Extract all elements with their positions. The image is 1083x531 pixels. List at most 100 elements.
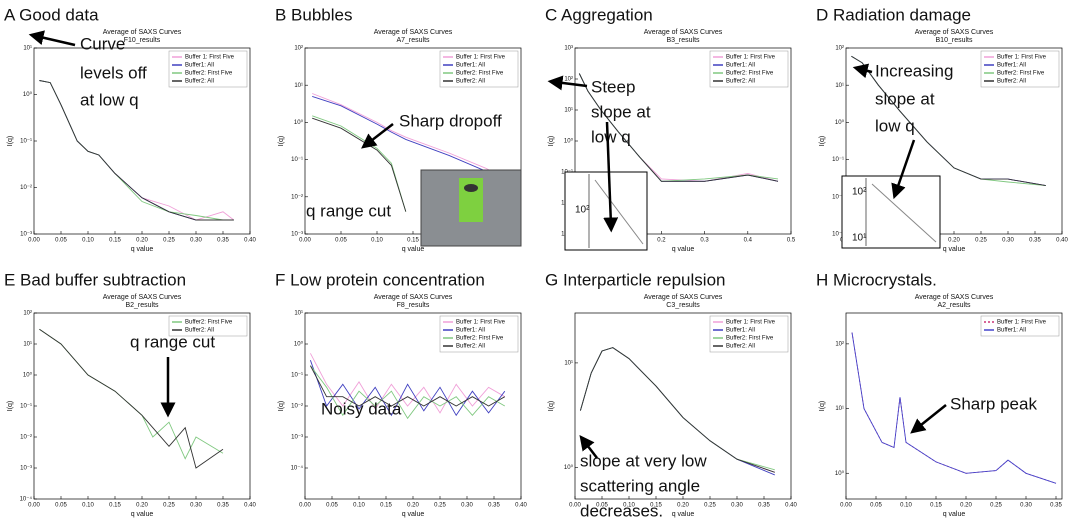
y-tick-label: 10⁰ <box>294 341 304 348</box>
y-tick-label: 10¹ <box>835 406 844 412</box>
plot-frame <box>845 312 1063 500</box>
x-tick-label: 0.40 <box>244 503 256 509</box>
panel-heading: F Low protein concentration <box>275 270 485 289</box>
x-tick-label: 0.10 <box>623 503 635 509</box>
chart-title: Average of SAXS Curves <box>374 29 453 36</box>
x-tick-label: 0.4 <box>744 238 753 244</box>
annotation: Curve <box>80 34 125 53</box>
legend-label: Buffer1: All <box>456 328 485 334</box>
legend-box <box>980 315 1060 337</box>
y-tick-label: 10⁻¹ <box>291 373 303 379</box>
x-tick-label: 0.05 <box>55 238 67 244</box>
x-tick-label: 0.10 <box>371 238 383 244</box>
panel: B Bubbles Average of SAXS CurvesA7_result… <box>275 5 522 253</box>
chart-title: Average of SAXS Curves <box>103 29 182 36</box>
series-line <box>312 93 522 187</box>
legend-label: Buffer2: First Five <box>726 336 774 342</box>
inset-label: 10¹ <box>852 233 867 244</box>
annotation: q range cut <box>130 332 215 351</box>
inset-label: 10² <box>852 187 867 198</box>
y-axis-label: I(q) <box>819 401 826 412</box>
chart-subtitle: B10_results <box>936 37 973 44</box>
annotation: low q <box>591 127 631 146</box>
x-tick-label: 0.25 <box>163 238 175 244</box>
legend-label: Buffer 1: First Five <box>997 55 1047 61</box>
annotation: low q <box>875 116 915 135</box>
series-line <box>39 80 234 221</box>
x-tick-label: 0.15 <box>109 238 121 244</box>
y-tick-label: 10⁰ <box>835 470 845 477</box>
y-tick-label: 10¹ <box>294 83 303 89</box>
legend-label: Buffer2: First Five <box>185 71 233 77</box>
legend-label: Buffer1: All <box>997 63 1026 69</box>
y-tick-label: 10² <box>835 46 844 52</box>
legend-box <box>168 315 248 337</box>
inset-box <box>841 175 941 249</box>
y-tick-label: 10⁻² <box>20 435 32 441</box>
y-axis-label: I(q) <box>7 136 14 147</box>
x-tick-label: 0.10 <box>82 238 94 244</box>
plot-frame <box>33 312 251 500</box>
y-tick-label: 10⁻⁴ <box>20 496 33 503</box>
chart-title: Average of SAXS Curves <box>644 29 723 36</box>
chart-subtitle: F10_results <box>124 37 161 44</box>
arrow <box>910 404 947 434</box>
arrow <box>603 121 619 233</box>
series-line <box>310 365 506 407</box>
y-tick-label: 10¹ <box>23 342 32 348</box>
x-tick-label: 0.10 <box>900 503 912 509</box>
inset-curve <box>871 183 937 243</box>
y-tick-label: 10⁰ <box>23 91 33 98</box>
chart-subtitle: C3_results <box>666 302 700 309</box>
x-tick-label: 0.40 <box>785 503 797 509</box>
legend-label: Buffer1: All <box>185 63 214 69</box>
legend-label: Buffer 1: First Five <box>726 320 776 326</box>
x-tick-label: 0.15 <box>109 503 121 509</box>
x-tick-label: 0.35 <box>217 238 229 244</box>
series-line <box>579 347 775 473</box>
panel: D Radiation damage Average of SAXS Curves… <box>816 5 1068 252</box>
x-axis-label: q value <box>131 246 154 253</box>
legend-label: Buffer2: All <box>456 344 485 350</box>
y-tick-label: 10⁰ <box>23 372 33 379</box>
x-axis-label: q value <box>402 511 425 518</box>
legend-label: Buffer2: First Five <box>456 336 504 342</box>
chart-subtitle: F8_results <box>397 302 430 309</box>
x-tick-label: 0.15 <box>380 503 392 509</box>
x-tick-label: 0.10 <box>353 503 365 509</box>
panel-heading: G Interparticle repulsion <box>545 270 725 289</box>
legend-label: Buffer 1: First Five <box>185 55 235 61</box>
panel-heading: B Bubbles <box>275 5 353 24</box>
y-tick-label: 10⁻¹ <box>20 139 32 145</box>
annotation: scattering angle <box>580 476 700 495</box>
chart-title: Average of SAXS Curves <box>374 294 453 301</box>
legend-label: Buffer1: All <box>997 328 1026 334</box>
chart-title: Average of SAXS Curves <box>103 294 182 301</box>
legend-label: Buffer1: All <box>726 63 755 69</box>
x-tick-label: 0.15 <box>650 503 662 509</box>
x-axis-label: q value <box>672 511 695 518</box>
y-tick-label: 10¹ <box>564 360 573 366</box>
x-tick-label: 0.25 <box>434 503 446 509</box>
inset-curve <box>594 179 644 245</box>
y-axis-label: I(q) <box>819 136 826 147</box>
legend-label: Buffer 1: First Five <box>997 320 1047 326</box>
y-axis-label: I(q) <box>278 401 285 412</box>
y-tick-label: 10⁻³ <box>832 232 844 238</box>
x-tick-label: 0.05 <box>596 503 608 509</box>
y-tick-label: 10⁻¹ <box>20 404 32 410</box>
legend-label: Buffer2: First Five <box>726 71 774 77</box>
annotation: q range cut <box>306 201 391 220</box>
y-tick-label: 10¹ <box>835 83 844 89</box>
y-tick-label: 10⁰ <box>294 119 304 126</box>
chart-subtitle: B2_results <box>125 302 159 309</box>
panel-heading: E Bad buffer subtraction <box>4 270 186 289</box>
y-tick-label: 10¹ <box>564 108 573 114</box>
panel-heading: H Microcrystals. <box>816 270 937 289</box>
panel: G Interparticle repulsion Average of SAXS… <box>545 270 797 520</box>
x-tick-label: 0.30 <box>190 238 202 244</box>
x-tick-label: 0.20 <box>960 503 972 509</box>
x-tick-label: 0.35 <box>217 503 229 509</box>
x-tick-label: 0.00 <box>299 238 311 244</box>
